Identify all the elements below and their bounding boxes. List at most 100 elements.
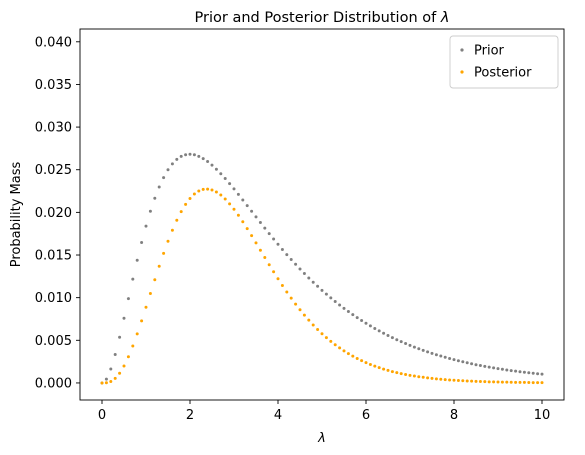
posterior-point: [470, 379, 474, 383]
prior-point: [324, 292, 328, 296]
prior-point: [320, 288, 324, 292]
prior-point: [527, 371, 531, 375]
prior-point: [188, 152, 192, 156]
prior-point: [144, 224, 148, 228]
posterior-point: [250, 234, 254, 238]
posterior-point: [518, 380, 522, 384]
posterior-point: [162, 251, 166, 255]
y-tick-label: 0.040: [35, 35, 72, 50]
prior-point: [241, 198, 245, 202]
posterior-point: [531, 381, 535, 385]
prior-point: [492, 366, 496, 370]
posterior-point: [368, 363, 372, 367]
prior-point: [461, 360, 465, 364]
series-posterior: [100, 187, 544, 385]
legend-label-posterior: Posterior: [474, 66, 532, 81]
posterior-point: [426, 376, 430, 380]
prior-point: [360, 319, 364, 323]
prior-point: [184, 153, 188, 157]
prior-point: [395, 338, 399, 342]
prior-point: [316, 284, 320, 288]
posterior-point: [254, 241, 258, 245]
prior-point: [254, 215, 258, 219]
posterior-point: [223, 197, 227, 201]
posterior-point: [404, 373, 408, 376]
prior-point: [210, 163, 214, 167]
prior-point: [364, 321, 368, 325]
prior-point: [157, 185, 161, 189]
posterior-point: [408, 373, 412, 377]
posterior-point: [509, 380, 513, 384]
legend: Prior Posterior: [449, 35, 559, 89]
posterior-point: [241, 220, 245, 224]
prior-point: [478, 364, 482, 368]
posterior-point: [210, 188, 214, 192]
x-tick-label: 0: [98, 408, 106, 423]
prior-point: [456, 359, 460, 363]
posterior-point: [285, 290, 289, 294]
prior-point: [329, 296, 333, 300]
posterior-point: [492, 380, 496, 384]
posterior-point: [118, 371, 122, 375]
prior-point: [355, 316, 359, 320]
prior-point: [368, 324, 372, 328]
posterior-point: [421, 375, 425, 379]
posterior-point: [329, 339, 333, 343]
posterior-point: [157, 264, 161, 268]
prior-point: [272, 237, 276, 241]
x-tick-label: 6: [362, 408, 370, 423]
prior-point: [104, 377, 108, 381]
y-tick-label: 0.030: [35, 121, 72, 136]
prior-point: [126, 297, 130, 301]
posterior-point: [483, 380, 487, 384]
prior-point: [382, 331, 386, 335]
legend-marker-prior: [460, 48, 464, 52]
series-prior: [100, 152, 544, 385]
prior-point: [452, 358, 456, 362]
posterior-point: [245, 227, 249, 231]
prior-point: [179, 154, 183, 158]
prior-point: [474, 363, 478, 367]
chart-title-symbol: λ: [440, 10, 450, 26]
posterior-point: [206, 187, 210, 191]
posterior-point: [390, 370, 394, 374]
posterior-point: [100, 381, 104, 385]
prior-point: [109, 367, 113, 371]
posterior-point: [236, 213, 240, 217]
posterior-point: [316, 327, 320, 331]
prior-point: [421, 348, 425, 352]
prior-point: [122, 316, 126, 320]
prior-point: [166, 168, 170, 172]
prior-point: [531, 371, 535, 375]
posterior-point: [294, 302, 298, 306]
prior-point: [373, 326, 377, 330]
posterior-point: [536, 381, 540, 385]
y-tick-label: 0.035: [35, 78, 72, 93]
prior-point: [408, 343, 412, 347]
posterior-point: [382, 367, 386, 371]
prior-point: [228, 182, 232, 186]
y-tick-label: 0.020: [35, 206, 72, 221]
posterior-point: [109, 379, 113, 383]
prior-point: [434, 353, 438, 357]
prior-point: [333, 299, 337, 303]
prior-point: [236, 192, 240, 196]
prior-point: [302, 272, 306, 276]
prior-point: [289, 258, 293, 262]
posterior-point: [452, 378, 456, 382]
posterior-point: [465, 379, 469, 383]
prior-point: [118, 335, 122, 339]
posterior-point: [487, 380, 491, 384]
prior-point: [505, 368, 509, 372]
posterior-point: [214, 190, 218, 194]
prior-point: [113, 353, 117, 357]
posterior-point: [126, 355, 130, 359]
prior-point: [170, 162, 174, 166]
posterior-point: [522, 380, 526, 384]
prior-point: [294, 262, 298, 266]
posterior-point: [272, 270, 276, 274]
prior-point: [131, 277, 135, 281]
prior-point: [206, 160, 210, 164]
posterior-point: [263, 255, 267, 259]
posterior-point: [417, 375, 421, 379]
